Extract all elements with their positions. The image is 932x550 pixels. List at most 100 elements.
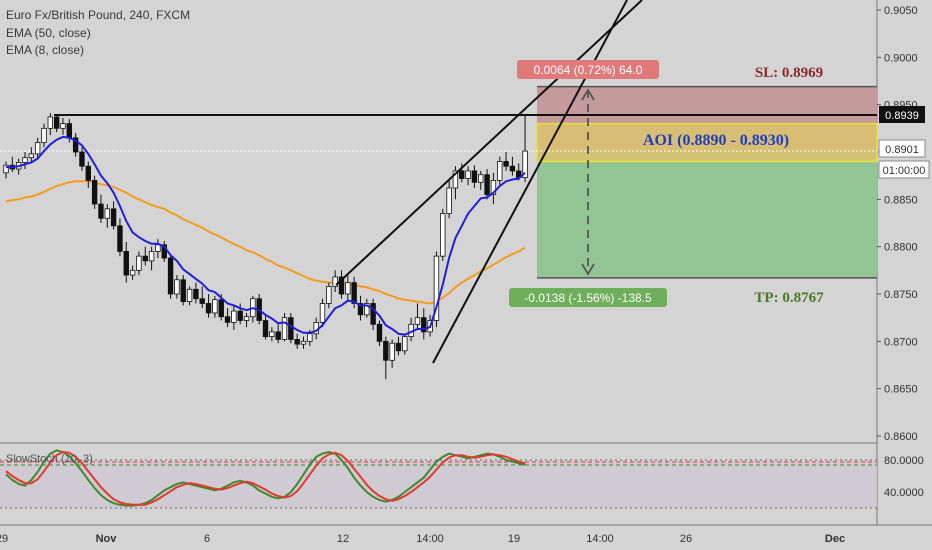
price-tick-label: 0.8750 (884, 289, 918, 301)
candle-body (326, 286, 332, 304)
time-tick-label: 6 (204, 533, 210, 545)
candle-body (433, 255, 440, 321)
stoch-d-line (5, 450, 526, 506)
candle-body (79, 151, 85, 167)
high-price-badge-text: 0.8939 (885, 110, 919, 122)
candle-body (281, 317, 288, 340)
candle-body (60, 123, 66, 129)
stoch-tick-label: 40.0000 (884, 487, 924, 499)
countdown-badge (878, 160, 930, 179)
price-tick-label: 0.8600 (884, 431, 918, 443)
time-tick-label: Dec (825, 533, 845, 545)
price-tick-label: 0.8650 (884, 384, 918, 396)
candle-body (269, 331, 275, 338)
candle-body (205, 303, 212, 314)
candle-body (212, 299, 218, 314)
candle-body (243, 316, 250, 321)
candle-body (471, 170, 478, 183)
candle-body (275, 331, 281, 340)
candle-body (123, 250, 129, 276)
candle-body (180, 279, 186, 302)
countdown-badge-text: 01:00:00 (883, 165, 926, 177)
candle-body (383, 340, 389, 361)
candle-body (193, 288, 199, 300)
candle-body (490, 179, 497, 195)
legend-ema8: EMA (8, close) (6, 43, 85, 57)
price-tick-label: 0.8700 (884, 336, 918, 348)
candle-body (421, 317, 427, 333)
tp-zone (537, 151, 877, 278)
candle-body (72, 137, 79, 153)
candle-body (294, 339, 300, 345)
candle-body (85, 165, 91, 181)
candle-body (357, 303, 364, 316)
risk-badge-text: 0.0064 (0.72%) 64.0 (534, 63, 643, 77)
last-price-badge-text: 0.8901 (885, 144, 919, 156)
candle-body (136, 255, 142, 271)
candle-body (28, 153, 35, 159)
reward-badge-text: -0.0138 (-1.56%) -138.5 (524, 291, 652, 305)
candle-body (414, 317, 421, 325)
risk-badge (517, 60, 659, 79)
high-price-badge (879, 106, 925, 123)
candle-body (332, 276, 338, 287)
stoch-tick-label: 80.0000 (884, 455, 924, 467)
candle-body (22, 157, 28, 163)
position-zones (0, 85, 878, 279)
time-tick-label: 14:00 (586, 533, 614, 545)
sl-label: SL: 0.8969 (755, 65, 823, 81)
time-tick-label: 29 (0, 533, 8, 545)
wedge-upper-line (335, 0, 643, 286)
range-arrow-down-head (581, 263, 595, 276)
candle-body (66, 123, 72, 139)
candle-body (262, 320, 269, 337)
last-price-badge (878, 139, 926, 158)
candle-body (307, 333, 313, 342)
candle-body (503, 161, 509, 167)
stoch-k-line (5, 449, 526, 507)
candle-body (376, 323, 383, 342)
candle-body (199, 298, 205, 304)
candle-body (186, 288, 193, 302)
candle-body (509, 165, 516, 172)
candle-body (497, 161, 503, 181)
candle-body (319, 303, 326, 323)
time-axis: 29 Nov 6 12 14:00 19 14:00 26 Dec (0, 533, 845, 545)
annotations: 0.0064 (0.72%) 64.0 -0.0138 (-1.56%) -138… (509, 60, 930, 307)
price-tick-label: 0.9050 (884, 5, 918, 17)
candle-body (484, 174, 490, 196)
candle-body (459, 170, 465, 179)
price-axis-bg (877, 0, 932, 525)
candle-body (41, 127, 47, 143)
candle-body (452, 170, 459, 189)
candle-body (148, 250, 155, 262)
candle-body (142, 255, 148, 262)
aoi-zone (536, 122, 878, 163)
candle-body (345, 282, 351, 295)
candle-body (218, 299, 224, 318)
candle-body (110, 208, 117, 227)
candle-body (98, 203, 104, 219)
candle-body (47, 116, 54, 129)
time-tick-label: 14:00 (416, 533, 444, 545)
candle-body (338, 276, 345, 295)
candle-body (389, 342, 395, 361)
reward-badge (509, 288, 667, 307)
candle-body (117, 225, 123, 252)
candle-body (231, 310, 237, 323)
time-tick-label: 12 (337, 533, 349, 545)
candle-body (3, 164, 9, 174)
time-tick-label: Nov (96, 533, 118, 545)
candle-body (364, 303, 370, 316)
candle-body (300, 340, 307, 345)
candle-body (237, 310, 243, 321)
time-tick-label: 19 (508, 533, 520, 545)
candle-body (174, 279, 180, 295)
candle-body (129, 269, 136, 276)
candle-body (53, 116, 60, 129)
candle-body (155, 244, 161, 252)
stoch-legend: SlowStoch (10, 3) (6, 453, 93, 465)
tp-label: TP: 0.8767 (754, 290, 824, 306)
